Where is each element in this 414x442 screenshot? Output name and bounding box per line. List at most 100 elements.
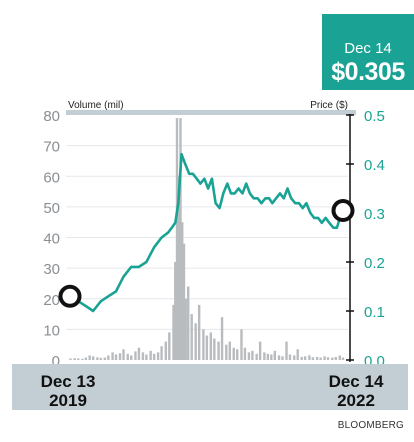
price-marker-end <box>331 199 355 223</box>
volume-bar <box>311 357 315 360</box>
volume-bar <box>303 356 307 360</box>
volume-bar <box>181 222 184 360</box>
volume-bar <box>172 304 175 360</box>
callout-date: Dec 14 <box>344 40 392 57</box>
volume-bar <box>77 358 80 360</box>
volume-bar <box>156 352 160 360</box>
right-tick-label: 0.3 <box>364 206 385 223</box>
volume-bar <box>134 351 137 360</box>
volume-bar <box>263 352 266 360</box>
volume-bar <box>126 353 129 360</box>
volume-bar <box>177 176 180 360</box>
volume-bar <box>273 350 277 360</box>
right-tick-label: 0.2 <box>364 255 385 272</box>
right-tick-label: 0.5 <box>364 108 385 125</box>
volume-bar <box>73 358 76 360</box>
volume-bar <box>114 354 118 360</box>
volume-bar <box>107 355 110 360</box>
volume-bar <box>141 352 145 360</box>
volume-bar <box>168 332 171 360</box>
volume-bar <box>281 356 284 360</box>
volume-bar <box>319 357 322 360</box>
volume-bar <box>240 329 243 360</box>
volume-bar <box>213 338 216 360</box>
volume-bar <box>122 349 125 360</box>
volume-bar <box>331 357 334 360</box>
date-band <box>12 364 408 410</box>
volume-bar <box>205 335 209 360</box>
callout-price: $0.305 <box>331 58 405 86</box>
price-markers <box>58 199 355 308</box>
volume-bar <box>247 352 251 360</box>
volume-bar <box>232 347 235 360</box>
right-tick-label: 0.4 <box>364 157 385 174</box>
left-tick-label: 60 <box>43 169 60 186</box>
latest-price-callout: Dec 14 $0.305 <box>322 14 414 90</box>
volume-bar <box>175 118 179 360</box>
volume-bar <box>187 286 190 360</box>
volume-bar <box>81 358 84 360</box>
price-line <box>69 152 345 313</box>
volume-bar <box>228 341 231 360</box>
source-credit: BLOOMBERG <box>337 420 404 431</box>
volume-bar <box>323 356 326 360</box>
volume-bar <box>160 346 163 360</box>
axis-header-bar <box>66 110 356 115</box>
left-tick-label: 0 <box>52 353 60 370</box>
volume-bar <box>152 353 156 360</box>
volume-bar <box>285 341 288 360</box>
volume-bar <box>315 356 319 360</box>
volume-bar <box>202 329 205 360</box>
volume-bar <box>266 353 270 360</box>
volume-bars <box>69 118 345 360</box>
volume-bar <box>338 355 341 360</box>
volume-bar <box>300 356 303 360</box>
volume-bar <box>182 243 186 360</box>
volume-bar <box>217 341 220 360</box>
volume-bar <box>96 357 99 360</box>
start-date-year: 2019 <box>49 391 87 410</box>
volume-bar <box>236 349 239 360</box>
volume-bar <box>111 352 114 360</box>
start-date-month-day: Dec 13 <box>40 372 96 391</box>
volume-bar <box>194 323 197 360</box>
volume-bar <box>243 347 247 360</box>
end-date-month-day: Dec 14 <box>328 372 384 391</box>
volume-bar <box>308 355 311 360</box>
volume-bar <box>190 314 193 360</box>
price-marker-start <box>58 284 82 308</box>
volume-bar <box>334 356 337 360</box>
left-tick-label: 30 <box>43 261 60 278</box>
left-tick-label: 50 <box>43 200 60 217</box>
right-tick-label: 0.1 <box>364 304 385 321</box>
volume-bar <box>225 344 228 360</box>
volume-bar <box>270 354 273 360</box>
volume-bar <box>251 350 254 360</box>
volume-bar <box>99 357 103 360</box>
gridlines <box>66 145 348 330</box>
right-axis-title: Price ($) <box>310 100 348 111</box>
volume-bar <box>197 304 201 360</box>
volume-bar <box>184 298 187 360</box>
volume-bar <box>220 317 224 360</box>
volume-bar <box>296 349 299 360</box>
volume-bar <box>118 353 122 360</box>
volume-bar <box>288 354 292 360</box>
volume-bar <box>258 341 262 360</box>
volume-bar <box>88 355 91 360</box>
volume-bar <box>137 347 141 360</box>
left-tick-label: 20 <box>43 292 60 309</box>
left-tick-label: 70 <box>43 139 60 156</box>
volume-bar <box>149 350 152 360</box>
volume-bar <box>145 354 148 360</box>
volume-bar <box>84 357 88 360</box>
volume-bar <box>103 357 107 360</box>
volume-bar <box>209 332 213 360</box>
left-tick-label: 80 <box>43 108 60 125</box>
left-tick-label: 40 <box>43 231 60 248</box>
volume-bar <box>341 357 345 360</box>
end-date-label: Dec 14 2022 <box>322 372 390 410</box>
left-tick-label: 10 <box>43 322 60 339</box>
volume-bar <box>164 341 168 360</box>
